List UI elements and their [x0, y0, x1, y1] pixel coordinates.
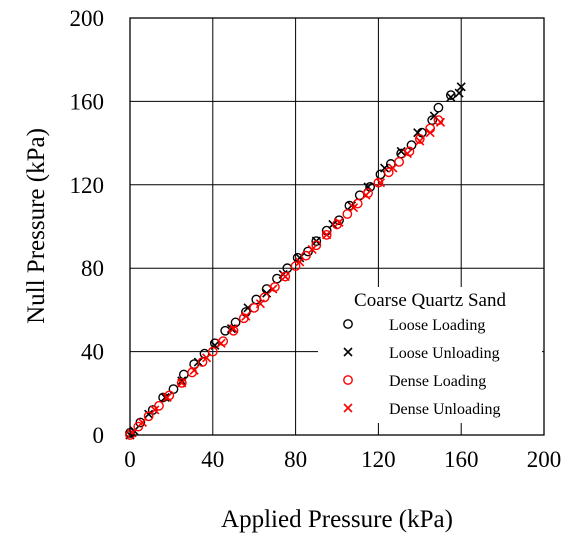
y-tick-label: 200	[70, 6, 105, 31]
data-point	[388, 163, 398, 173]
data-point	[433, 102, 444, 113]
data-point	[259, 292, 270, 303]
legend-marker	[343, 403, 353, 413]
data-point	[228, 324, 239, 334]
data-point	[414, 134, 425, 144]
data-point	[322, 230, 332, 240]
data-point	[143, 411, 154, 422]
x-tick-label: 0	[124, 447, 136, 472]
x-tick-label: 80	[284, 447, 307, 472]
x-tick-labels: 0 40 80 120 160 200	[124, 447, 561, 472]
data-point	[342, 209, 353, 219]
y-tick-label: 160	[70, 89, 105, 114]
series-dense-unloading	[127, 117, 446, 438]
data-point	[454, 88, 464, 98]
legend-marker	[343, 347, 353, 357]
data-point	[177, 378, 187, 388]
data-points	[125, 82, 466, 440]
data-point	[435, 117, 446, 127]
legend-marker	[343, 319, 353, 329]
data-point	[311, 240, 322, 251]
data-point	[197, 357, 208, 367]
legend-label: Dense Unloading	[389, 401, 501, 418]
data-point	[352, 198, 363, 209]
y-tick-label: 0	[93, 423, 105, 448]
y-tick-labels: 0 40 80 120 160 200	[70, 6, 105, 448]
y-tick-label: 40	[81, 340, 104, 365]
data-point	[425, 128, 435, 138]
x-tick-label: 160	[444, 447, 479, 472]
legend: Coarse Quartz Sand Loose Loading Loose Un…	[318, 287, 542, 423]
data-point	[216, 338, 226, 348]
data-point	[446, 92, 456, 102]
data-point	[425, 123, 436, 134]
data-point	[307, 244, 317, 255]
data-point	[255, 299, 265, 309]
data-point	[321, 229, 332, 240]
data-point	[176, 377, 187, 388]
data-point	[162, 392, 172, 403]
data-point	[290, 261, 301, 272]
data-point	[207, 346, 218, 357]
data-point	[380, 163, 390, 173]
data-point	[383, 167, 394, 178]
data-point	[301, 250, 311, 261]
data-point	[268, 284, 278, 294]
y-axis-title: Null Pressure (kPa)	[23, 128, 50, 324]
data-point	[220, 325, 231, 336]
data-point	[375, 178, 386, 188]
data-point	[202, 353, 212, 363]
data-point	[150, 405, 160, 415]
data-point	[154, 400, 164, 411]
data-point	[144, 409, 154, 419]
data-point	[295, 257, 305, 267]
x-tick-label: 120	[361, 447, 396, 472]
y-tick-label: 80	[81, 256, 104, 281]
data-point	[280, 271, 291, 282]
data-point	[402, 148, 412, 159]
data-point	[189, 365, 199, 375]
legend-marker	[343, 375, 353, 385]
legend-label: Dense Loading	[389, 373, 486, 390]
legend-label: Loose Unloading	[389, 345, 500, 362]
data-point	[133, 421, 144, 432]
data-point	[373, 177, 384, 188]
data-point	[249, 302, 260, 313]
data-point	[334, 217, 344, 227]
legend-entries: Loose Loading Loose Unloading Dense Loadin…	[343, 317, 501, 418]
legend-label: Loose Loading	[389, 317, 485, 334]
data-point	[394, 156, 404, 167]
data-point	[311, 236, 322, 246]
data-point	[365, 181, 376, 192]
data-point	[415, 136, 425, 146]
data-point	[456, 82, 466, 92]
x-tick-label: 40	[201, 447, 224, 472]
data-point	[280, 271, 290, 282]
data-point	[178, 369, 189, 380]
legend-box	[318, 287, 542, 423]
data-point	[361, 190, 371, 200]
data-point	[445, 90, 456, 101]
plot-frame	[129, 17, 545, 436]
y-tick-label: 120	[70, 173, 105, 198]
data-point	[137, 417, 147, 428]
data-point	[406, 140, 417, 151]
data-point	[241, 311, 251, 321]
x-tick-label: 200	[527, 447, 562, 472]
data-point	[396, 146, 406, 157]
data-point	[348, 203, 359, 213]
x-axis-title: Applied Pressure (kPa)	[221, 506, 453, 533]
data-point	[177, 376, 187, 386]
legend-title: Coarse Quartz Sand	[354, 290, 506, 311]
data-point	[228, 325, 239, 336]
